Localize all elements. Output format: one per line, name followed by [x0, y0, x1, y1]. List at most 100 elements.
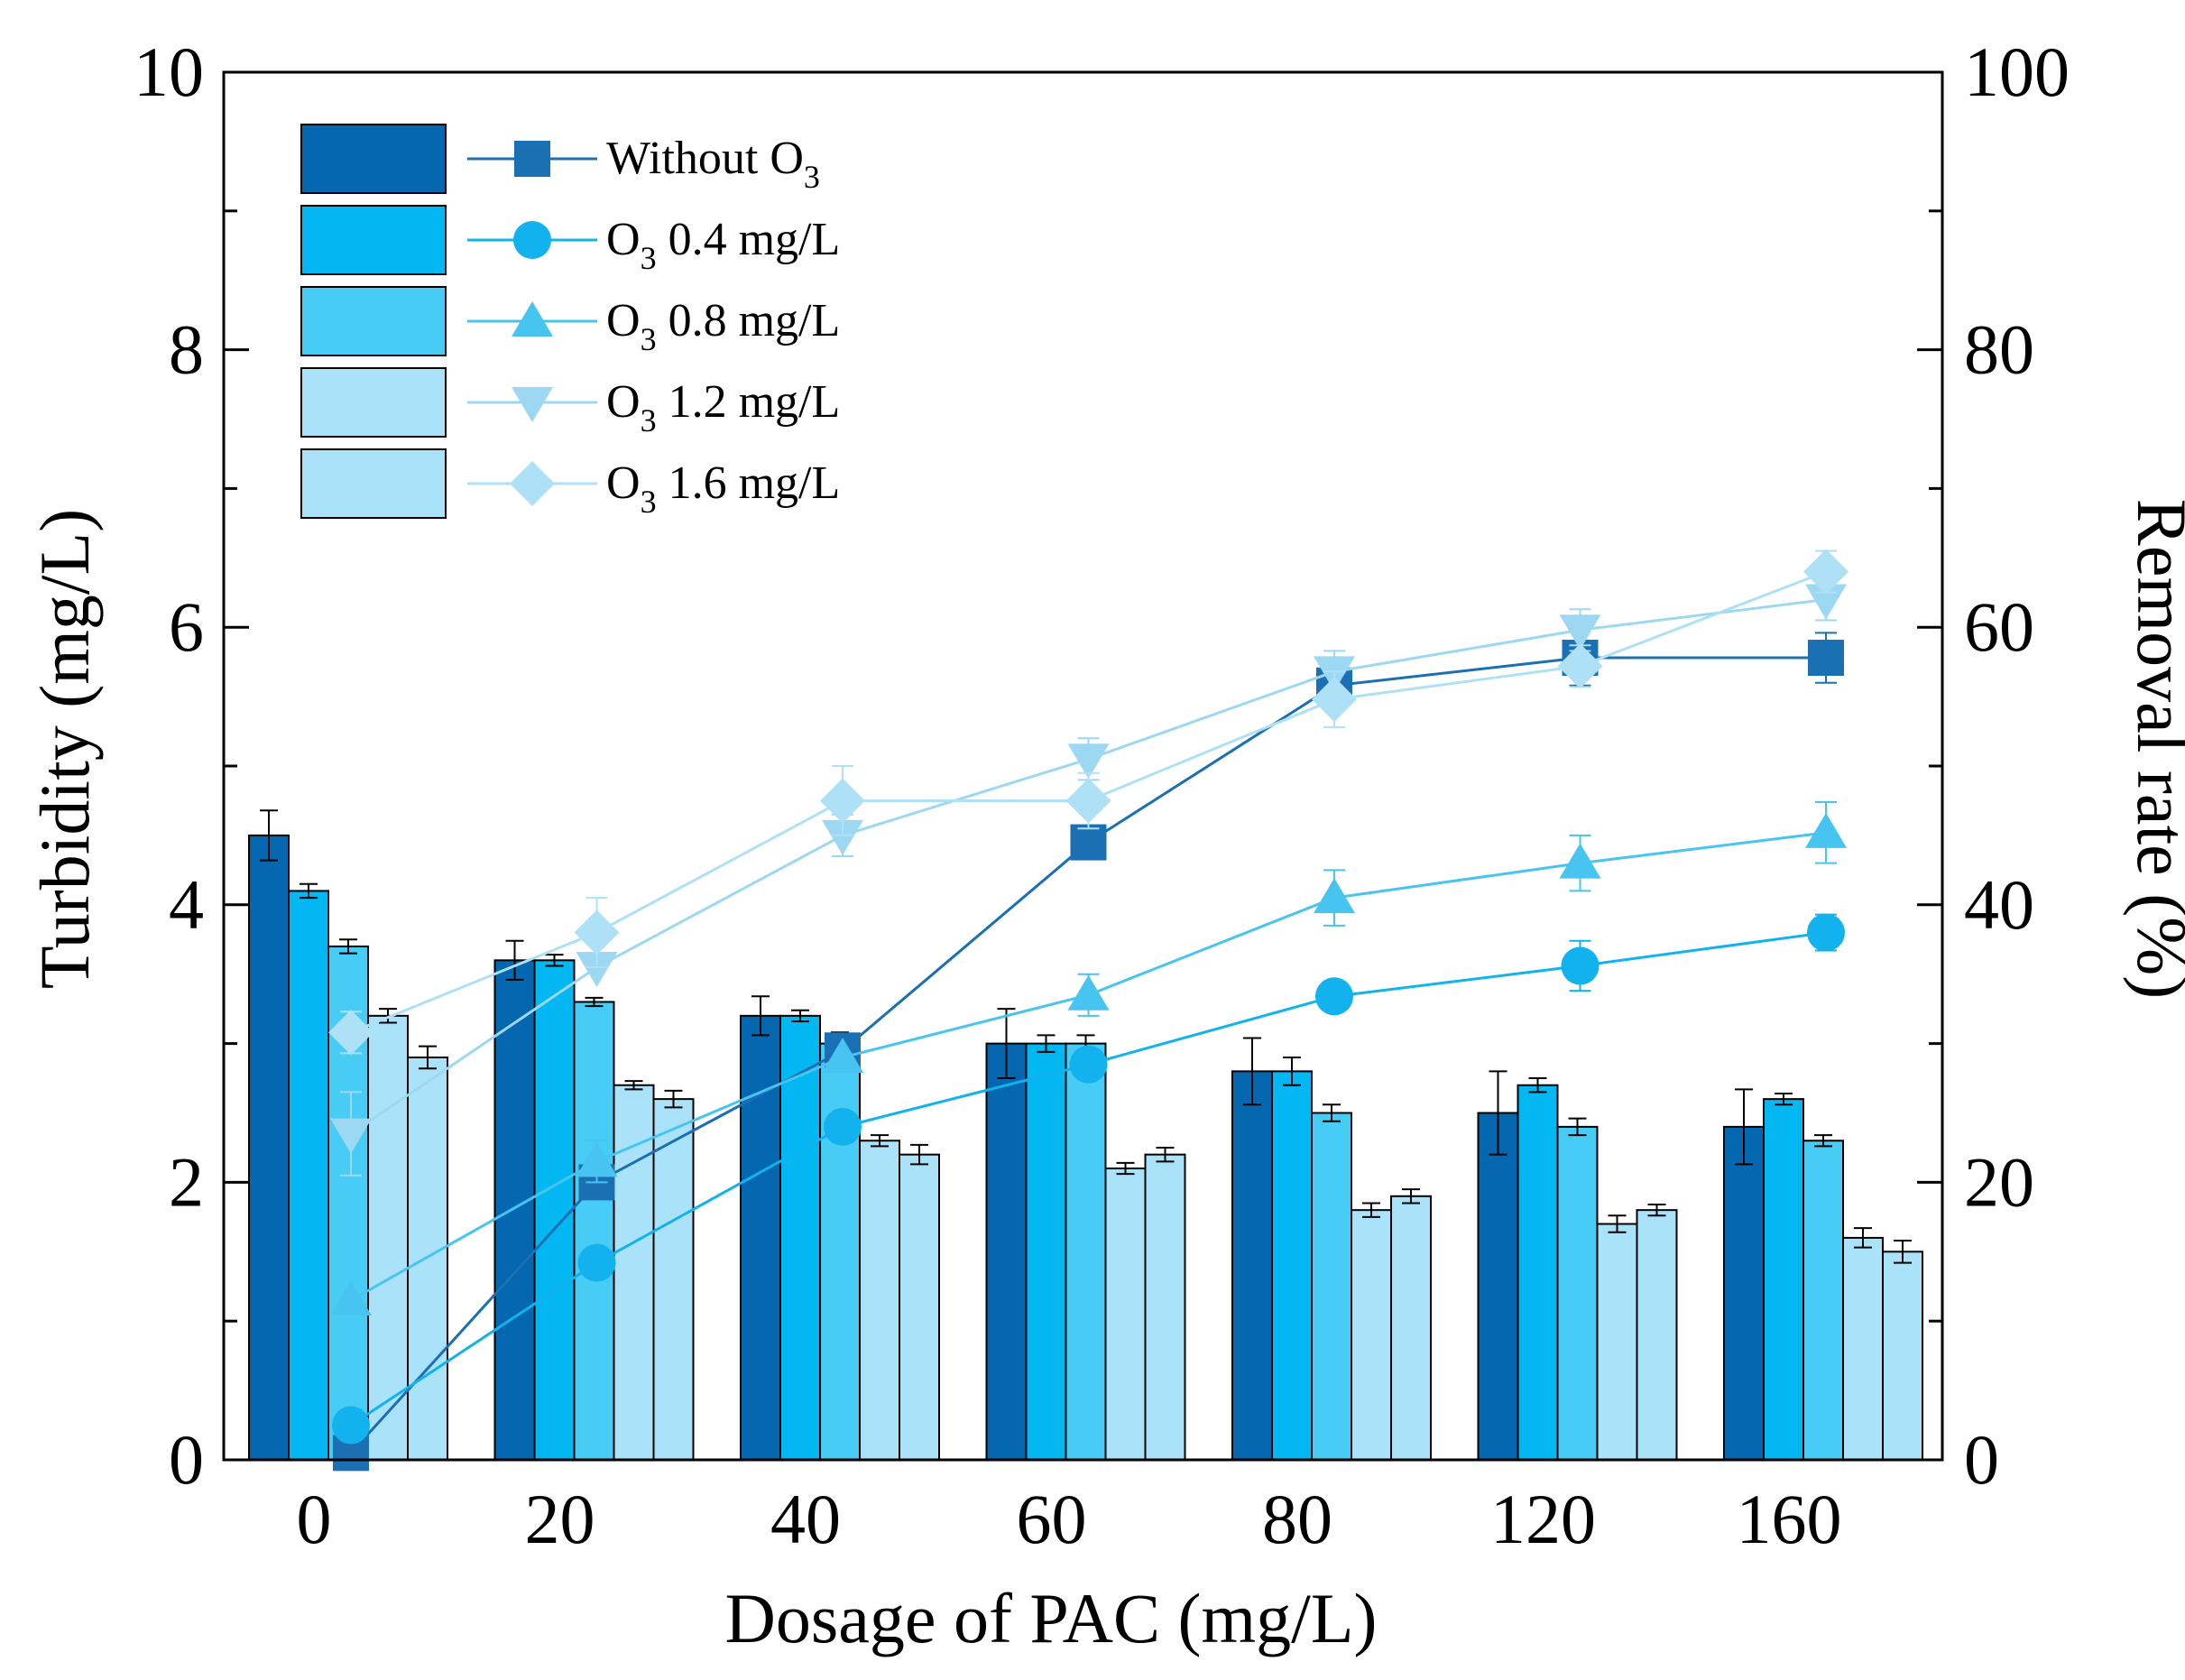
bar-0-5	[1477, 1112, 1519, 1461]
bar-error-3-4	[1362, 1202, 1380, 1218]
bar-1-4	[1271, 1070, 1313, 1461]
bar-error-0-4	[1243, 1037, 1261, 1106]
y-axis-title: Turbidity (mg/L)	[25, 509, 104, 989]
bar-error-1-0	[300, 882, 318, 900]
bar-error-4-4	[1402, 1188, 1420, 1205]
legend-main: O	[606, 457, 641, 509]
legend-main: O	[606, 214, 641, 265]
bar-2-6	[1802, 1140, 1844, 1461]
x-tick-label-0: 0	[297, 1480, 332, 1558]
bar-0-4	[1231, 1070, 1273, 1461]
bar-1-3	[1025, 1042, 1067, 1461]
bar-error-4-3	[1156, 1146, 1175, 1163]
marker-2-0	[330, 1280, 372, 1316]
bar-0-3	[985, 1042, 1028, 1461]
marker-0-6	[1808, 640, 1844, 677]
bar-error-4-6	[1894, 1240, 1912, 1264]
bar-3-4	[1351, 1209, 1392, 1462]
legend-label-4: O3 1.6 mg/L	[606, 457, 840, 520]
bar-error-0-2	[751, 995, 770, 1037]
legend-main: O	[606, 295, 641, 346]
marker-1-6	[1807, 913, 1845, 952]
marker-4-5	[1557, 643, 1603, 689]
marker-1-1	[577, 1243, 616, 1282]
bar-3-5	[1596, 1223, 1638, 1462]
y2-axis-title: Removal rate (%)	[2123, 499, 2185, 999]
bar-error-2-6	[1814, 1134, 1832, 1148]
legend-marker-0	[514, 141, 550, 177]
marker-3-5	[1559, 614, 1601, 651]
legend-marker-3	[512, 387, 553, 422]
y2-tick-label-4: 80	[1964, 310, 2034, 389]
marker-2-6	[1805, 812, 1847, 848]
marker-2-4	[1314, 878, 1355, 914]
bar-error-1-2	[791, 1009, 809, 1022]
x-tick-label-6: 160	[1737, 1480, 1842, 1558]
legend-swatch-1	[300, 205, 447, 275]
legend-suffix: 1.2 mg/L	[657, 376, 841, 428]
legend-subscript: 3	[641, 321, 657, 357]
marker-2-1	[576, 1141, 618, 1177]
bar-error-0-3	[997, 1008, 1016, 1080]
bar-1-0	[288, 890, 329, 1461]
bar-4-6	[1882, 1251, 1923, 1462]
marker-3-2	[822, 819, 863, 855]
bar-3-6	[1842, 1236, 1884, 1462]
marker-0-3	[1070, 824, 1107, 861]
x-axis-title: Dosage of PAC (mg/L)	[725, 1579, 1378, 1657]
bar-error-3-0	[379, 1008, 397, 1024]
legend-subscript: 3	[641, 402, 657, 438]
bar-error-2-1	[585, 996, 604, 1008]
y-tick-label-1: 2	[169, 1142, 204, 1221]
legend-marker-4	[510, 461, 555, 506]
bar-error-0-0	[260, 809, 278, 862]
legend-swatch-4	[300, 448, 447, 519]
legend-label-3: O3 1.2 mg/L	[606, 376, 840, 438]
x-tick-label-3: 60	[1017, 1480, 1087, 1558]
marker-1-4	[1315, 977, 1353, 1016]
bar-error-1-4	[1283, 1056, 1301, 1086]
bar-3-3	[1104, 1168, 1147, 1462]
marker-4-3	[1065, 778, 1111, 824]
marker-4-0	[328, 1010, 373, 1056]
bar-2-4	[1311, 1112, 1352, 1461]
legend-subscript: 3	[641, 484, 657, 520]
legend-suffix: 1.6 mg/L	[657, 457, 841, 509]
bar-error-3-5	[1608, 1214, 1627, 1233]
bar-0-6	[1723, 1125, 1765, 1461]
bar-3-0	[367, 1014, 409, 1461]
legend-suffix: 0.4 mg/L	[657, 214, 841, 265]
y2-tick-label-1: 20	[1964, 1142, 2034, 1221]
marker-2-5	[1559, 843, 1601, 879]
bar-3-2	[859, 1140, 900, 1461]
bar-2-3	[1065, 1042, 1107, 1461]
marker-4-2	[820, 778, 865, 824]
x-tick-label-4: 80	[1262, 1480, 1332, 1558]
legend-label-1: O3 0.4 mg/L	[606, 214, 840, 276]
marker-1-0	[332, 1406, 370, 1445]
marker-3-0	[330, 1118, 372, 1154]
y2-tick-label-5: 100	[1964, 32, 2070, 111]
legend-swatch-3	[300, 367, 447, 438]
bar-2-5	[1556, 1125, 1599, 1461]
bar-2-2	[819, 1042, 861, 1461]
legend-label-0: Without O3	[606, 133, 820, 195]
bar-error-2-0	[339, 938, 357, 955]
marker-1-2	[824, 1107, 862, 1146]
bar-error-1-3	[1037, 1034, 1056, 1053]
legend-suffix: 0.8 mg/L	[657, 295, 841, 346]
bar-error-4-2	[910, 1143, 928, 1166]
marker-4-6	[1803, 549, 1848, 595]
bar-0-2	[740, 1014, 781, 1461]
marker-4-1	[574, 909, 620, 955]
bar-4-0	[407, 1056, 448, 1461]
bar-error-3-6	[1854, 1227, 1872, 1249]
y2-tick-label-0: 0	[1964, 1420, 1999, 1499]
bar-error-1-1	[545, 954, 564, 967]
bar-0-1	[493, 959, 536, 1461]
bar-4-3	[1144, 1153, 1186, 1461]
marker-4-4	[1312, 677, 1357, 723]
bar-4-1	[652, 1098, 695, 1461]
x-tick-label-2: 40	[770, 1480, 841, 1558]
